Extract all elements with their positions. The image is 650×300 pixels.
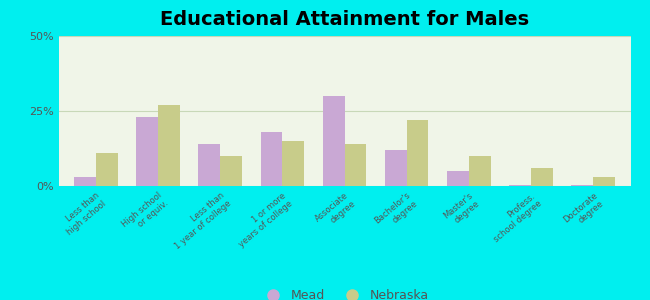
Bar bbox=[158, 105, 180, 186]
Bar bbox=[344, 144, 366, 186]
Bar bbox=[74, 177, 96, 186]
Bar bbox=[571, 184, 593, 186]
Bar bbox=[531, 168, 552, 186]
Legend: Mead, Nebraska: Mead, Nebraska bbox=[255, 284, 434, 300]
Bar bbox=[593, 177, 615, 186]
Title: Educational Attainment for Males: Educational Attainment for Males bbox=[160, 10, 529, 29]
Bar bbox=[261, 132, 282, 186]
Bar bbox=[385, 150, 407, 186]
Bar bbox=[447, 171, 469, 186]
Bar bbox=[136, 117, 158, 186]
Bar bbox=[96, 153, 118, 186]
Bar bbox=[198, 144, 220, 186]
Bar bbox=[323, 96, 345, 186]
Bar bbox=[407, 120, 428, 186]
Bar bbox=[282, 141, 304, 186]
Bar bbox=[220, 156, 242, 186]
Bar bbox=[469, 156, 491, 186]
Bar bbox=[509, 184, 531, 186]
